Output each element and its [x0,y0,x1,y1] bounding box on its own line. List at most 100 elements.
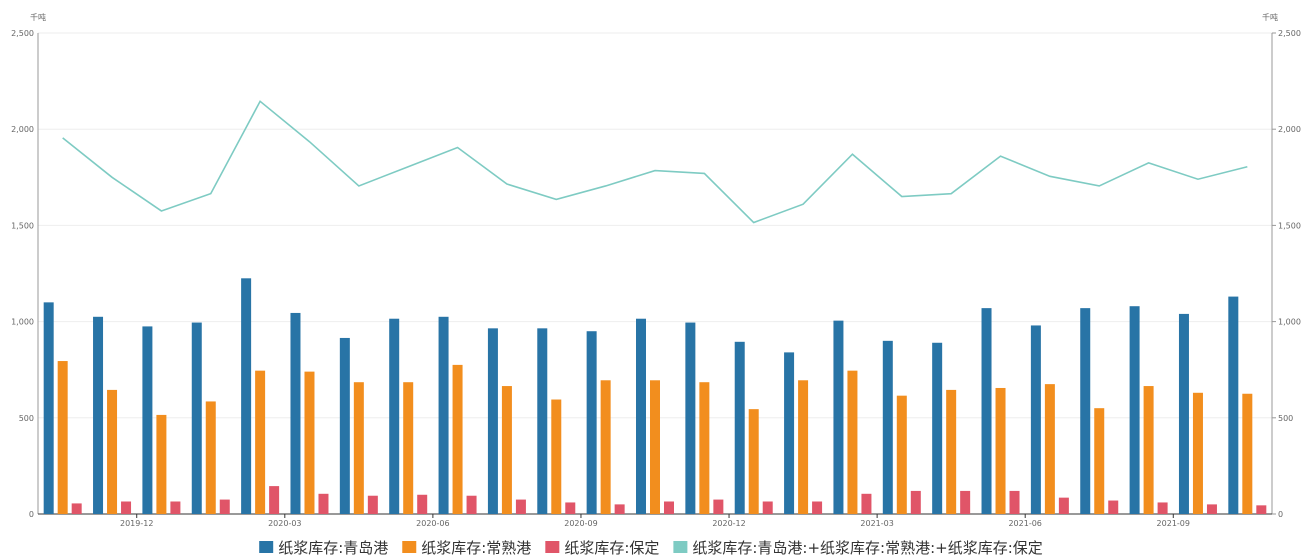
bar-3 [219,499,230,514]
bar-3 [713,499,724,514]
bar-3 [1157,502,1168,514]
bar-3 [1256,505,1267,514]
bar-3 [614,504,625,514]
x-tick-label: 2019-12 [120,519,153,528]
bar-3 [121,501,132,514]
right-tick-label: 2,000 [1278,125,1301,134]
bar-2 [1242,393,1253,514]
bar-1 [191,322,202,514]
bar-2 [1094,408,1105,514]
bar-1 [438,316,449,514]
bar-2 [107,389,118,514]
bar-3 [367,495,378,514]
bar-2 [995,387,1006,514]
legend-swatch [545,541,560,553]
left-tick-label: 2,000 [11,125,34,134]
bar-2 [205,401,216,514]
bar-3 [515,499,526,514]
bar-1 [290,312,301,514]
bar-3 [417,494,428,514]
bar-2 [798,380,809,514]
bar-3 [170,501,181,514]
bar-3 [910,490,921,514]
x-tick-label: 2021-09 [1157,519,1190,528]
legend-label: 纸浆库存:青岛港:+纸浆库存:常熟港:+纸浆库存:保定 [692,539,1042,557]
legend-swatch [259,541,274,553]
bar-2 [699,382,710,514]
bar-1 [685,322,696,514]
bar-1 [93,316,104,514]
bar-3 [1206,504,1217,514]
x-tick-label: 2020-06 [416,519,449,528]
bar-1 [833,320,844,514]
left-axis-unit: 千吨 [30,12,46,22]
right-axis-unit: 千吨 [1262,12,1278,22]
bar-1 [43,302,54,514]
bar-3 [269,486,280,514]
bar-3 [1058,497,1069,514]
right-tick-label: 1,500 [1278,221,1301,230]
bar-1 [636,318,646,514]
right-tick-label: 0 [1278,510,1283,519]
bar-1 [142,326,153,514]
x-tick-label: 2021-06 [1008,519,1041,528]
bar-2 [847,370,858,514]
bar-2 [748,409,759,514]
bar-3 [861,493,872,514]
bar-1 [932,342,943,514]
bar-2 [57,361,68,514]
bar-1 [981,308,992,514]
right-tick-label: 1,000 [1278,318,1301,327]
bar-1 [1178,313,1189,514]
bar-3 [466,495,477,514]
bar-2 [1192,392,1203,514]
right-tick-label: 500 [1278,414,1293,423]
legend-swatch [402,541,417,553]
bar-1 [487,328,498,514]
legend-swatch [673,541,688,553]
bar-3 [1108,500,1119,514]
left-tick-label: 1,500 [11,221,34,230]
bar-1 [1080,308,1091,514]
bar-2 [255,370,266,514]
bar-2 [1044,384,1055,514]
bar-2 [650,380,660,514]
bar-3 [565,502,576,514]
x-axis-ticks: 2019-12 2020-03 2020-06 2020-09 2020-12 2021-… [120,514,1190,528]
total-line [62,100,1248,224]
left-tick-label: 2,500 [11,29,34,38]
bar-3 [762,501,773,514]
x-tick-label: 2021-03 [860,519,893,528]
legend-label: 纸浆库存:保定 [564,539,659,557]
bar-1 [882,340,893,514]
bar-2 [501,386,512,514]
bar-1 [1228,296,1239,514]
bar-2 [551,399,562,514]
bar-3 [71,503,82,514]
legend: 纸浆库存:青岛港 纸浆库存:常熟港 纸浆库存:保定 纸浆库存:青岛港:+纸浆库存:常熟… [259,539,1043,557]
legend-label: 纸浆库存:青岛港 [278,539,388,557]
bar-3 [664,501,674,514]
bar-1 [784,352,795,514]
bar-3 [1009,490,1020,514]
bar-3 [960,490,971,514]
x-tick-label: 2020-12 [712,519,745,528]
bar-1 [586,331,597,514]
bar-1 [241,278,252,514]
bar-2 [353,382,364,514]
bar-2 [403,382,414,514]
bar-2 [452,364,463,514]
right-tick-label: 2,500 [1278,29,1301,38]
bar-2 [896,395,907,514]
bar-2 [156,414,167,514]
x-tick-label: 2020-03 [268,519,301,528]
x-tick-label: 2020-09 [564,519,597,528]
left-tick-label: 0 [29,510,34,519]
bar-3 [812,501,823,514]
bar-1 [339,337,350,514]
left-tick-label: 1,000 [11,318,34,327]
bar-2 [1143,386,1154,514]
bar-1 [1129,306,1140,514]
line-series [62,100,1248,224]
